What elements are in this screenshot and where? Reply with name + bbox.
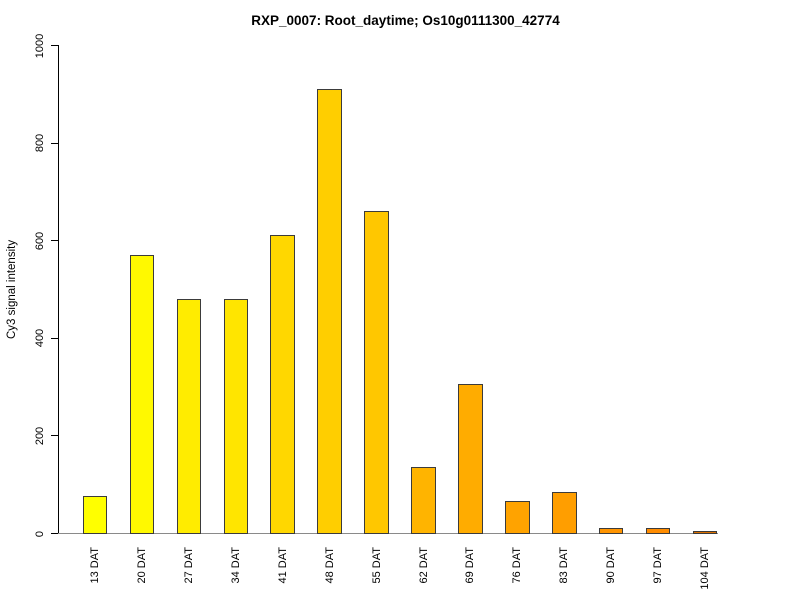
x-tick-label: 62 DAT bbox=[417, 547, 430, 584]
bar-83-dat bbox=[552, 491, 577, 534]
y-tick-mark bbox=[51, 337, 58, 339]
bar-27-dat bbox=[176, 298, 202, 534]
bar-97-dat bbox=[645, 528, 671, 534]
bar-55-dat bbox=[364, 211, 389, 534]
bar-90-dat bbox=[598, 528, 624, 534]
x-tick-label: 90 DAT bbox=[605, 547, 618, 584]
x-tick-label: 20 DAT bbox=[135, 547, 148, 584]
x-tick-label: 48 DAT bbox=[323, 547, 336, 584]
y-tick-label: 1000 bbox=[34, 33, 46, 58]
x-tick-label: 83 DAT bbox=[558, 547, 571, 584]
bar-41-dat bbox=[270, 235, 295, 534]
bar-69-dat bbox=[458, 384, 483, 534]
y-tick-label: 800 bbox=[34, 134, 46, 153]
y-tick-mark bbox=[51, 45, 58, 47]
x-tick-label: 27 DAT bbox=[182, 547, 195, 584]
x-tick-label: 13 DAT bbox=[89, 547, 101, 584]
y-tick-label: 400 bbox=[34, 329, 46, 348]
y-axis-title: Cy3 signal intensity bbox=[6, 239, 18, 340]
x-tick-label: 69 DAT bbox=[464, 547, 477, 584]
x-tick-label: 97 DAT bbox=[652, 547, 665, 584]
x-tick-label: 34 DAT bbox=[229, 547, 242, 584]
y-tick-label: 200 bbox=[34, 426, 46, 446]
chart-title: RXP_0007: Root_daytime; Os10g0111300_427… bbox=[251, 13, 560, 28]
bar-48-dat bbox=[317, 89, 342, 534]
y-tick-label: 0 bbox=[34, 530, 46, 537]
y-tick-mark bbox=[51, 142, 58, 144]
y-tick-label: 600 bbox=[34, 231, 46, 251]
bar-13-dat bbox=[82, 496, 108, 534]
x-tick-label: 55 DAT bbox=[370, 547, 383, 584]
x-tick-label: 104 DAT bbox=[699, 547, 712, 590]
y-tick-mark bbox=[51, 435, 58, 437]
y-axis-line bbox=[58, 45, 59, 534]
x-tick-label: 76 DAT bbox=[511, 547, 524, 584]
x-tick-label: 41 DAT bbox=[276, 547, 289, 584]
bar-76-dat bbox=[505, 501, 530, 534]
y-tick-mark bbox=[51, 240, 58, 242]
bar-104-dat bbox=[692, 530, 718, 534]
y-tick-mark bbox=[51, 533, 58, 534]
bar-20-dat bbox=[129, 254, 155, 534]
bar-62-dat bbox=[411, 467, 436, 534]
bar-34-dat bbox=[223, 298, 249, 534]
